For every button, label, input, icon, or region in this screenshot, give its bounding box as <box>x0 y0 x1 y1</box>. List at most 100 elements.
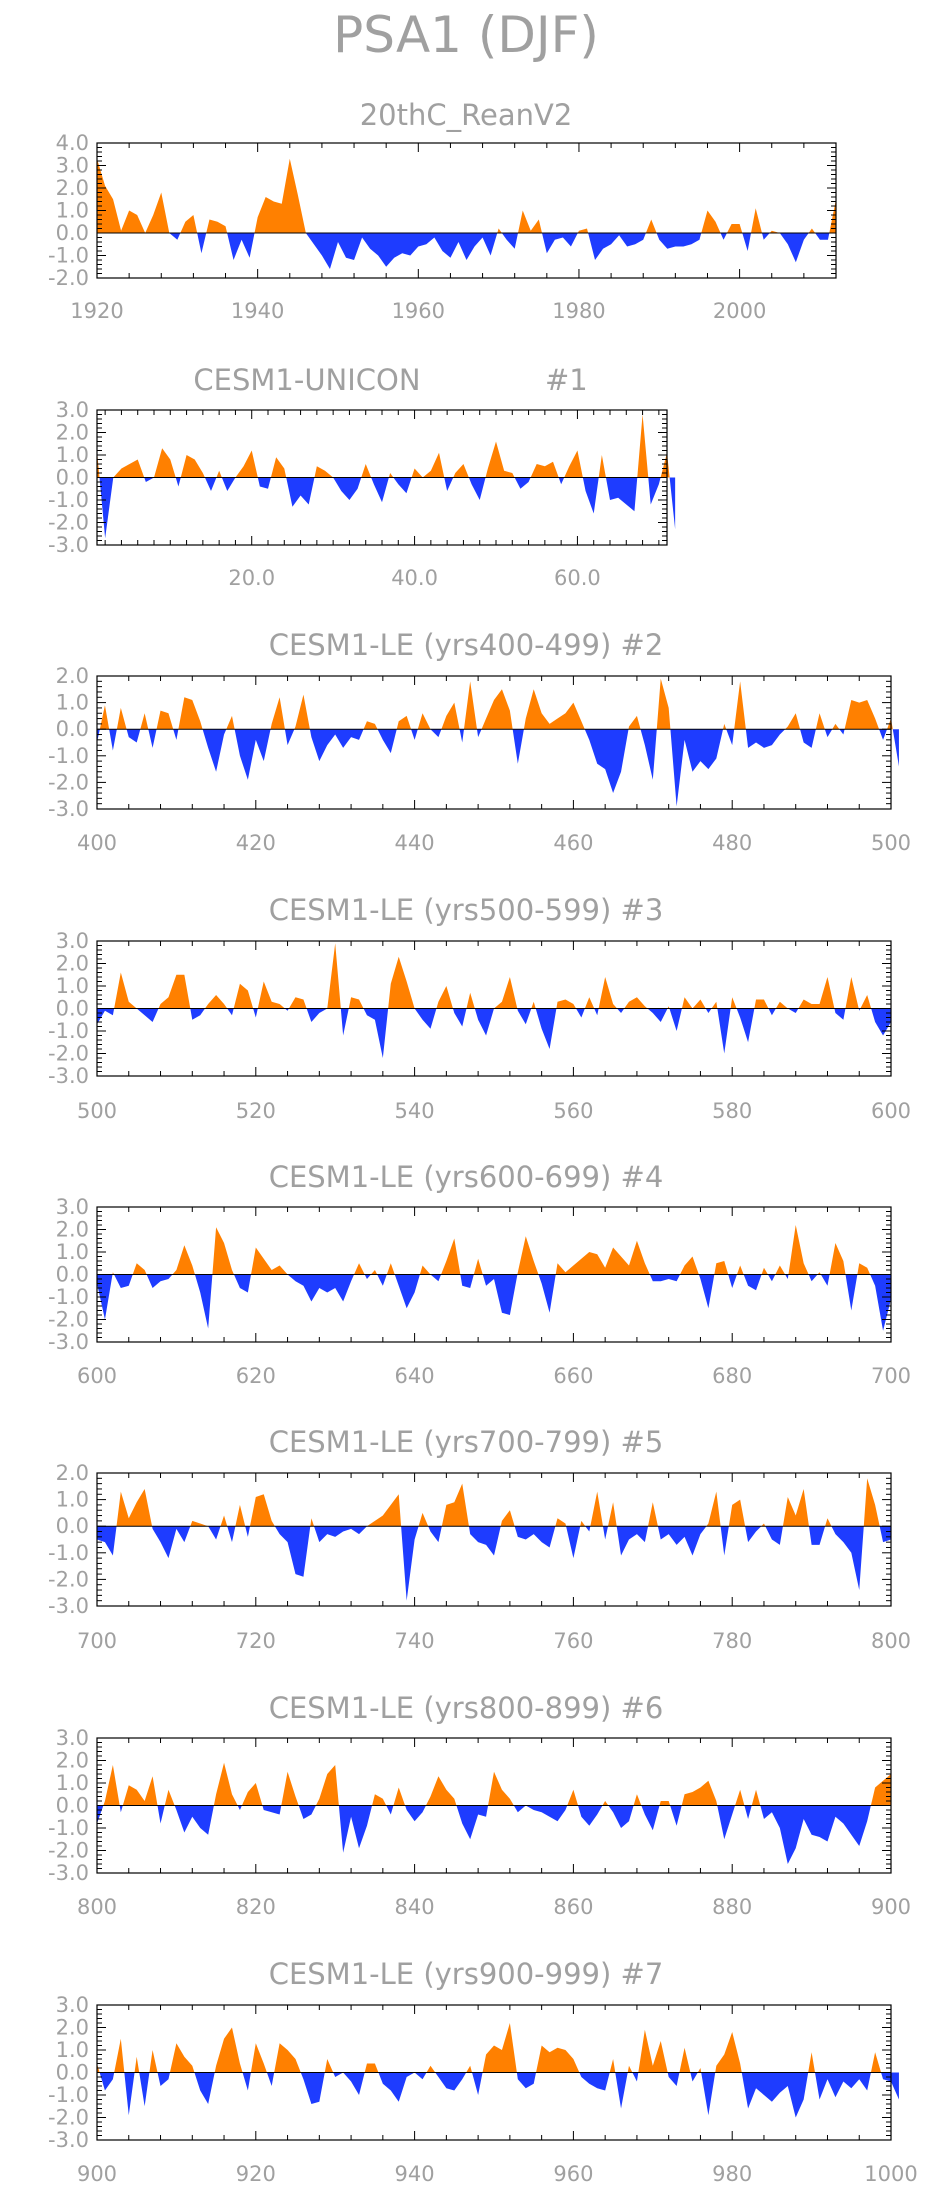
y-tick-label: 1.0 <box>56 1240 89 1264</box>
y-tick-label: 2.0 <box>56 952 89 976</box>
y-tick-label: -2.0 <box>48 266 89 290</box>
x-tick-label: 640 <box>395 1364 435 1388</box>
x-tick-label: 60.0 <box>554 566 601 590</box>
y-tick-label: 2.0 <box>56 176 89 200</box>
x-tick-label: 740 <box>395 1629 435 1653</box>
y-tick-label: -2.0 <box>48 770 89 794</box>
x-tick-label: 920 <box>236 2162 276 2186</box>
y-tick-label: -3.0 <box>48 1330 89 1354</box>
negative-anomaly-area <box>99 477 676 539</box>
y-tick-label: -1.0 <box>48 2083 89 2107</box>
negative-anomaly-area <box>97 1805 871 1864</box>
y-tick-label: 0.0 <box>56 466 89 490</box>
chart-title: CESM1-LE (yrs400-499) #2 <box>269 628 664 662</box>
negative-anomaly-area <box>169 233 830 269</box>
x-tick-label: 1940 <box>231 299 284 323</box>
x-tick-label: 720 <box>236 1629 276 1653</box>
positive-anomaly-area <box>112 1225 871 1275</box>
x-tick-label: 500 <box>77 1099 117 1123</box>
x-tick-label: 440 <box>395 831 435 855</box>
x-tick-label: 860 <box>553 1895 593 1919</box>
chart-panel: 2.0 1.00.0 -1.0-2.0 -3.0 700 720 740 760 780 800 C… <box>48 1425 911 1653</box>
y-tick-label: -2.0 <box>48 511 89 535</box>
y-tick-label: 0.0 <box>56 1514 89 1538</box>
chart-panel: 3.02.01.00.0-1.0-2.0-3.0 500 520 540 560 580 6… <box>48 893 911 1123</box>
y-tick-label: 1.0 <box>56 1488 89 1512</box>
y-tick-label: 1.0 <box>56 2038 89 2062</box>
x-tick-label: 900 <box>77 2162 117 2186</box>
plot-frame <box>96 675 892 810</box>
y-tick-label: 1.0 <box>56 443 89 467</box>
y-tick-label: -3.0 <box>48 797 89 821</box>
chart-panel: 3.02.01.00.0-1.0-2.0-3.0 600 620 640 660 680 7… <box>48 1160 911 1388</box>
y-tick-label: -2.0 <box>48 2106 89 2130</box>
y-tick-label: 3.0 <box>56 1726 89 1750</box>
negative-anomaly-area <box>97 1526 891 1601</box>
x-tick-label: 980 <box>712 2162 752 2186</box>
x-tick-label: 580 <box>712 1099 752 1123</box>
y-tick-label: 3.0 <box>56 1993 89 2017</box>
positive-anomaly-area <box>97 414 670 478</box>
x-tick-label: 40.0 <box>391 566 438 590</box>
chart-panel: 4.03.02.01.00.0-1.0-2.0 1920 1940 1960 1980 2… <box>48 98 837 323</box>
y-tick-label: 1.0 <box>56 1771 89 1795</box>
chart-title: CESM1-UNICON <box>193 363 420 397</box>
negative-anomaly-area <box>97 1008 891 1058</box>
y-tick-label: -1.0 <box>48 1541 89 1565</box>
x-tick-label: 460 <box>553 831 593 855</box>
y-tick-label: 0.0 <box>56 997 89 1021</box>
chart-panel: 2.0 1.00.0 -1.0-2.0 -3.0 400 420 440 460 480 500 C… <box>48 628 911 855</box>
x-tick-label: 1000 <box>864 2162 917 2186</box>
x-tick-label: 520 <box>236 1099 276 1123</box>
y-tick-label: -1.0 <box>48 244 89 268</box>
y-tick-label: 2.0 <box>56 1749 89 1773</box>
y-tick-label: 2.0 <box>56 421 89 445</box>
y-tick-label: -2.0 <box>48 1308 89 1332</box>
x-tick-label: 960 <box>553 2162 593 2186</box>
x-tick-label: 880 <box>712 1895 752 1919</box>
x-tick-label: 620 <box>236 1364 276 1388</box>
x-tick-label: 1920 <box>70 299 123 323</box>
chart-panel: 3.02.01.00.0-1.0-2.0-3.0 20.0 40.0 60.0 CESM… <box>48 363 676 590</box>
negative-anomaly-area <box>97 729 899 807</box>
positive-anomaly-area <box>97 158 836 233</box>
chart-title: CESM1-LE (yrs600-699) #4 <box>269 1160 664 1194</box>
y-tick-label: 0.0 <box>56 221 89 245</box>
x-tick-label: 540 <box>395 1099 435 1123</box>
y-tick-label: 0.0 <box>56 2061 89 2085</box>
x-tick-label: 820 <box>236 1895 276 1919</box>
positive-anomaly-area <box>97 2023 882 2073</box>
y-tick-label: -1.0 <box>48 1019 89 1043</box>
x-tick-label: 400 <box>77 831 117 855</box>
x-tick-label: 760 <box>553 1629 593 1653</box>
x-tick-label: 2000 <box>713 299 766 323</box>
y-tick-label: -1.0 <box>48 744 89 768</box>
y-tick-label: 1.0 <box>56 691 89 715</box>
x-tick-label: 800 <box>77 1895 117 1919</box>
plot-frame <box>96 1472 892 1607</box>
y-tick-label: 2.0 <box>56 2016 89 2040</box>
y-tick-label: -2.0 <box>48 1042 89 1066</box>
x-tick-label: 560 <box>553 1099 593 1123</box>
y-tick-label: 0.0 <box>56 717 89 741</box>
y-tick-label: -2.0 <box>48 1567 89 1591</box>
positive-anomaly-area <box>99 678 893 730</box>
y-tick-label: -3.0 <box>48 1594 89 1618</box>
y-tick-label: 2.0 <box>56 664 89 688</box>
y-tick-label: -1.0 <box>48 1816 89 1840</box>
chart-title: CESM1-LE (yrs500-599) #3 <box>269 893 664 927</box>
y-tick-label: -3.0 <box>48 1861 89 1885</box>
x-tick-label: 940 <box>395 2162 435 2186</box>
x-tick-label: 1980 <box>552 299 605 323</box>
x-tick-label: 700 <box>77 1629 117 1653</box>
positive-anomaly-area <box>103 1762 892 1806</box>
x-tick-label: 680 <box>712 1364 752 1388</box>
x-tick-label: 660 <box>553 1364 593 1388</box>
x-tick-label: 900 <box>871 1895 911 1919</box>
positive-anomaly-area <box>114 943 872 1009</box>
y-tick-label: -2.0 <box>48 1839 89 1863</box>
x-tick-label: 700 <box>871 1364 911 1388</box>
x-tick-label: 20.0 <box>228 566 275 590</box>
y-tick-label: 0.0 <box>56 1263 89 1287</box>
x-tick-label: 500 <box>871 831 911 855</box>
